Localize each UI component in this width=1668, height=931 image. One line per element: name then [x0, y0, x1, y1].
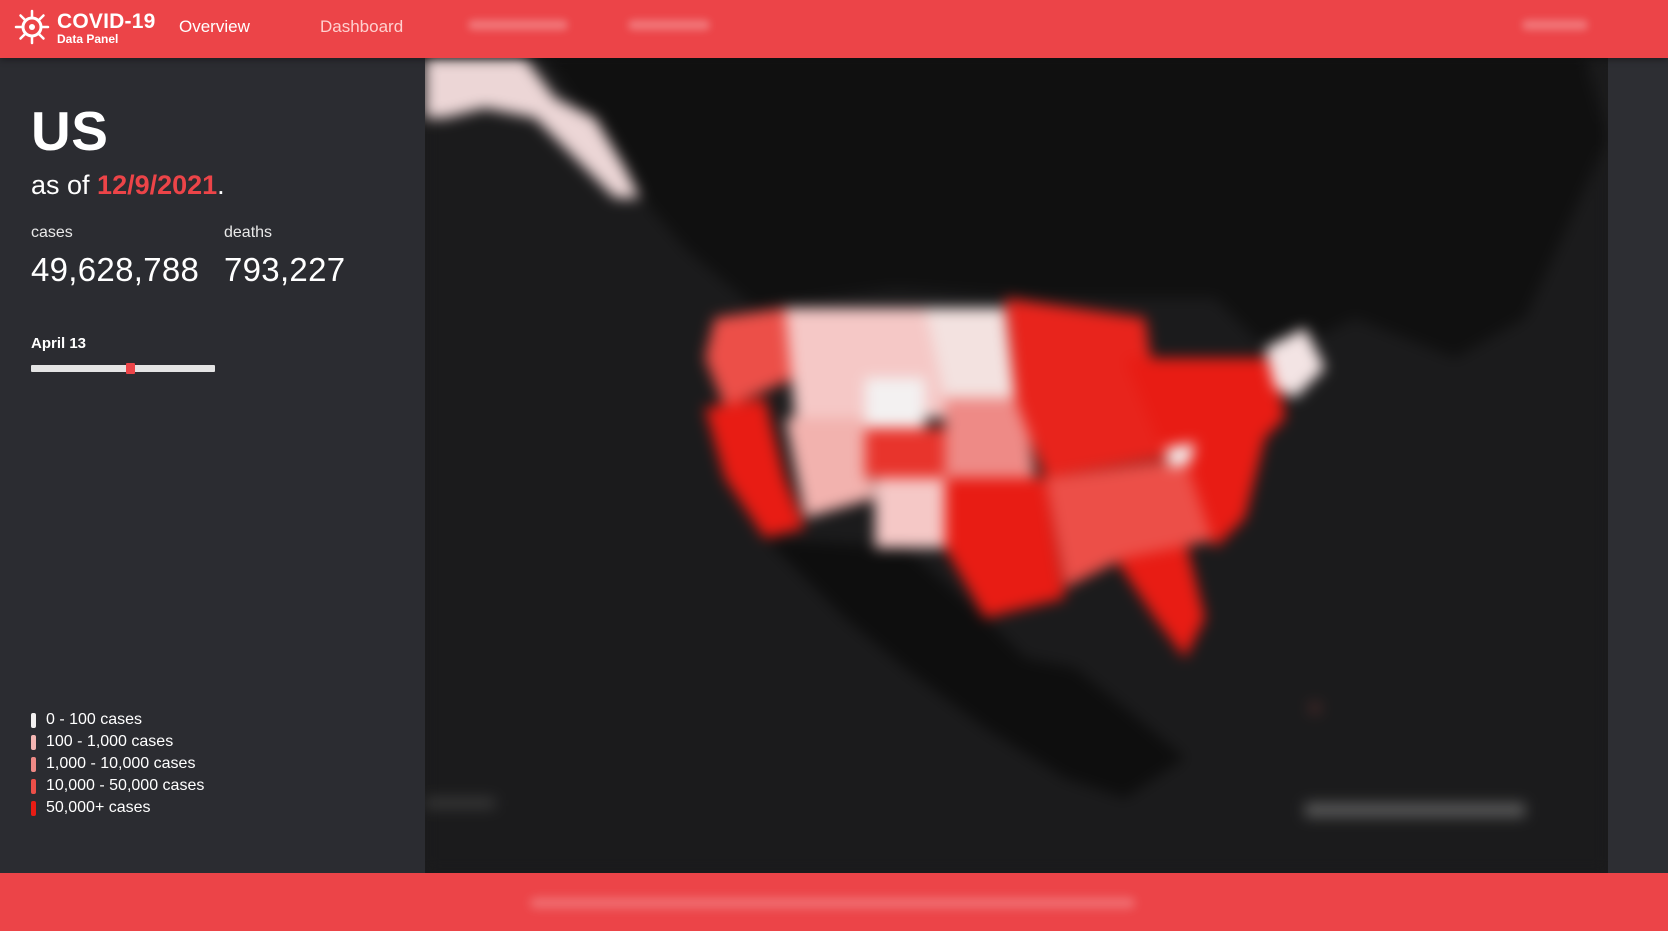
virus-icon[interactable] — [14, 9, 50, 45]
footer-text-obscured — [530, 898, 1135, 908]
info-sidebar: US as of 12/9/2021. cases 49,628,788 dea… — [0, 58, 425, 873]
legend-swatch — [31, 757, 36, 772]
legend-label: 50,000+ cases — [46, 799, 151, 816]
top-navbar: COVID-19 Data Panel Overview Dashboard — [0, 0, 1668, 58]
country-title: US — [31, 100, 109, 162]
map-canvas[interactable] — [425, 58, 1608, 873]
app-subtitle: Data Panel — [57, 32, 119, 46]
legend-label: 1,000 - 10,000 cases — [46, 755, 196, 772]
date-slider-thumb[interactable] — [126, 363, 135, 374]
as-of-line: as of 12/9/2021. — [31, 170, 225, 201]
deaths-value: 793,227 — [224, 251, 346, 288]
legend-swatch — [31, 735, 36, 750]
cases-value: 49,628,788 — [31, 251, 200, 288]
legend-label: 10,000 - 50,000 cases — [46, 777, 205, 794]
legend-label: 0 - 100 cases — [46, 711, 143, 728]
as-of-date: 12/9/2021 — [97, 170, 218, 200]
nav-dashboard[interactable]: Dashboard — [320, 17, 404, 36]
legend-swatch — [31, 801, 36, 816]
map-scrollbar[interactable] — [1608, 58, 1668, 873]
app-title: COVID-19 — [57, 10, 156, 33]
deaths-label: deaths — [224, 224, 273, 241]
legend-label: 100 - 1,000 cases — [46, 733, 174, 750]
nav-overview[interactable]: Overview — [179, 17, 250, 36]
legend-swatch — [31, 713, 36, 728]
nav-item-obscured[interactable] — [628, 20, 710, 30]
as-of-prefix: as of — [31, 170, 98, 200]
date-slider[interactable] — [31, 363, 215, 374]
as-of-suffix: . — [217, 170, 225, 200]
nav-item-obscured[interactable] — [1522, 20, 1588, 30]
legend-swatch — [31, 779, 36, 794]
date-slider-label: April 13 — [31, 335, 87, 352]
choropleth-map[interactable] — [425, 58, 1608, 873]
footer-bar — [0, 873, 1668, 931]
nav-item-obscured[interactable] — [468, 20, 568, 30]
cases-label: cases — [31, 224, 73, 241]
